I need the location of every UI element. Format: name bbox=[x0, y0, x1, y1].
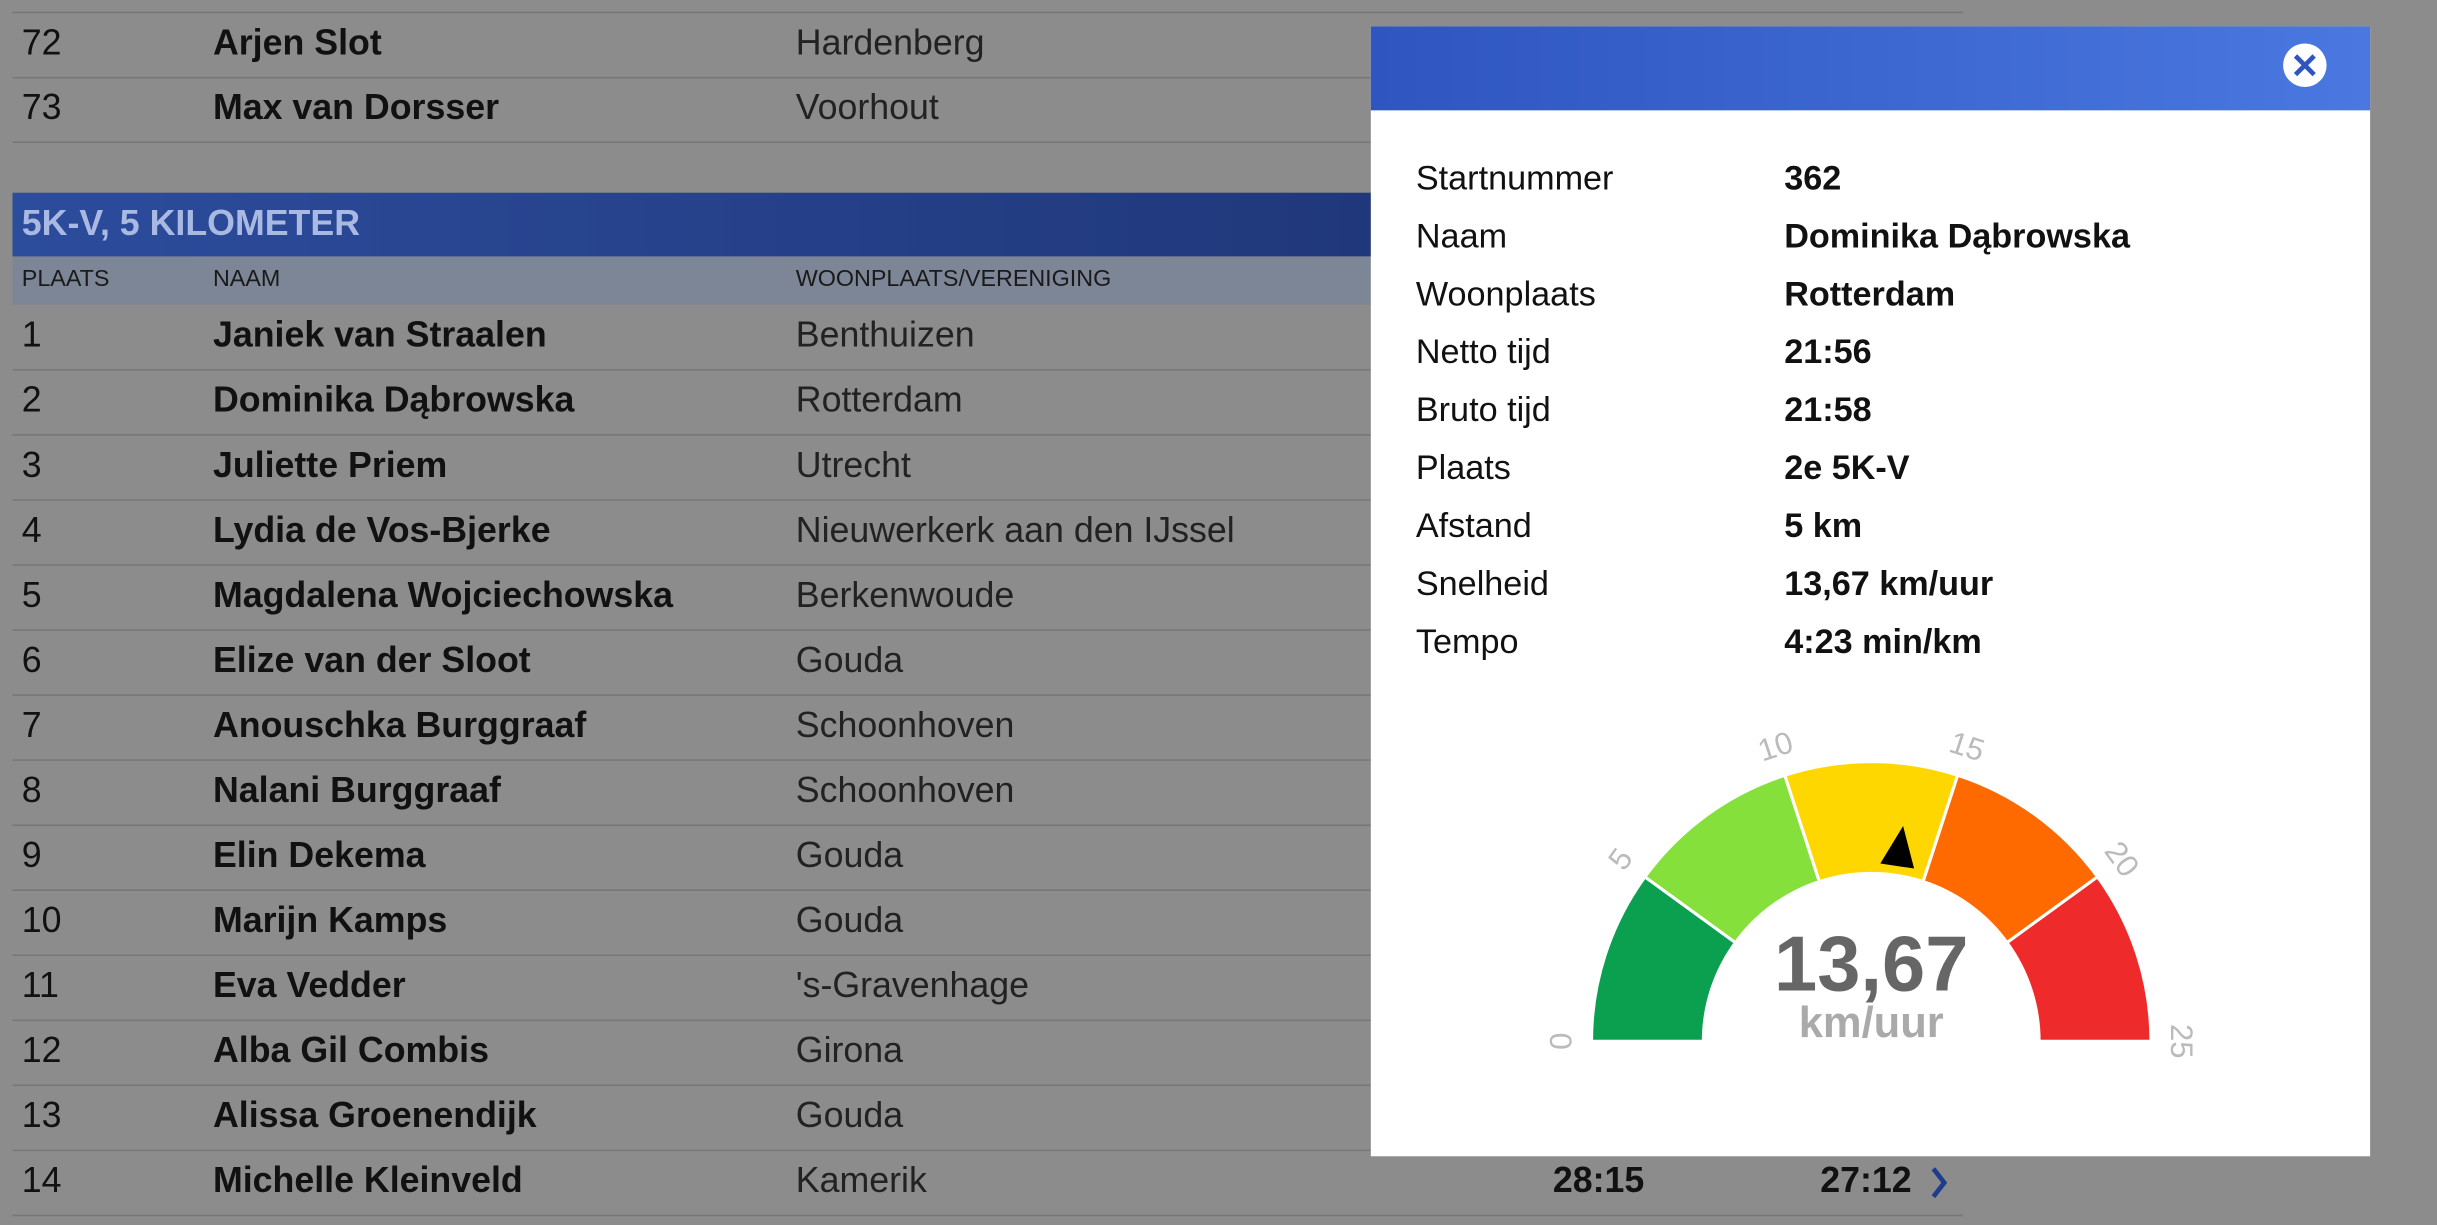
cell: Marijn Kamps bbox=[213, 900, 447, 940]
detail-value: 5 km bbox=[1784, 507, 1862, 545]
gauge-pointer bbox=[1880, 826, 1915, 869]
detail-label: Snelheid bbox=[1416, 565, 1549, 603]
column-label: PLAATS bbox=[22, 265, 110, 291]
cell: 5 bbox=[22, 575, 42, 615]
cell: Magdalena Wojciechowska bbox=[213, 575, 674, 615]
cell: 12 bbox=[22, 1030, 62, 1070]
cell: Lydia de Vos-Bjerke bbox=[213, 510, 551, 550]
cell: Gouda bbox=[796, 640, 903, 680]
close-button[interactable] bbox=[2283, 43, 2327, 88]
cell: 4 bbox=[22, 510, 42, 550]
cell: 73 bbox=[22, 87, 62, 127]
gauge-value: 13,67 bbox=[1774, 921, 1968, 1007]
cell: Arjen Slot bbox=[213, 23, 382, 63]
detail-label: Tempo bbox=[1416, 623, 1519, 661]
cell: Eva Vedder bbox=[213, 965, 406, 1005]
cell: 72 bbox=[22, 23, 62, 63]
detail-label: Woonplaats bbox=[1416, 275, 1596, 313]
cell: Schoonhoven bbox=[796, 705, 1015, 745]
cell: Alissa Groenendijk bbox=[213, 1095, 537, 1135]
detail-label: Bruto tijd bbox=[1416, 391, 1551, 429]
cell: Gouda bbox=[796, 835, 903, 875]
column-label: WOONPLAATS/VERENIGING bbox=[796, 265, 1111, 291]
cell: 13 bbox=[22, 1095, 62, 1135]
detail-value: 21:56 bbox=[1784, 333, 1871, 371]
modal-header bbox=[1370, 26, 2371, 111]
cell: Rotterdam bbox=[796, 380, 963, 420]
cell: Juliette Priem bbox=[213, 445, 447, 485]
cell: Benthuizen bbox=[796, 315, 975, 355]
cell: Gouda bbox=[796, 1095, 903, 1135]
row-chevron[interactable] bbox=[1931, 1167, 1948, 1199]
cell: Voorhout bbox=[796, 87, 939, 127]
details: Startnummer 362 Naam Dominika Dąbrowska Woon… bbox=[1416, 159, 2131, 661]
column-label: NAAM bbox=[213, 265, 280, 291]
gauge-tick-label: 0 bbox=[1544, 1033, 1579, 1050]
cell: Michelle Kleinveld bbox=[213, 1160, 523, 1200]
cell: 3 bbox=[22, 445, 42, 485]
detail-value: 21:58 bbox=[1784, 391, 1871, 429]
cell: 28:15 bbox=[1553, 1160, 1644, 1200]
detail-value: 2e 5K-V bbox=[1784, 449, 1910, 487]
detail-value: 362 bbox=[1784, 159, 1841, 197]
cell: Gouda bbox=[796, 900, 903, 940]
detail-label: Naam bbox=[1416, 217, 1507, 255]
cell: Dominika Dąbrowska bbox=[213, 380, 576, 420]
cell: Nieuwerkerk aan den IJssel bbox=[796, 510, 1235, 550]
detail-value: 13,67 km/uur bbox=[1784, 565, 1993, 603]
cell: 6 bbox=[22, 640, 42, 680]
modal bbox=[1370, 26, 2371, 1157]
cell: Berkenwoude bbox=[796, 575, 1015, 615]
cell: 2 bbox=[22, 380, 42, 420]
cell: 1 bbox=[22, 315, 42, 355]
cell: Janiek van Straalen bbox=[213, 315, 547, 355]
cell: 7 bbox=[22, 705, 42, 745]
gauge-tick-label: 25 bbox=[2164, 1024, 2199, 1059]
gauge-band bbox=[2004, 874, 2153, 1043]
detail-label: Startnummer bbox=[1416, 159, 1614, 197]
cell: 27:12 bbox=[1820, 1160, 1911, 1200]
cell: Kamerik bbox=[796, 1160, 927, 1200]
detail-label: Afstand bbox=[1416, 507, 1532, 545]
cell: Elize van der Sloot bbox=[213, 640, 531, 680]
cell: 14 bbox=[22, 1160, 62, 1200]
detail-value: Rotterdam bbox=[1784, 275, 1955, 313]
cell: Hardenberg bbox=[796, 23, 985, 63]
cell: Elin Dekema bbox=[213, 835, 427, 875]
cell: 9 bbox=[22, 835, 42, 875]
cell: 8 bbox=[22, 770, 42, 810]
cell: Girona bbox=[796, 1030, 903, 1070]
cell: Nalani Burggraaf bbox=[213, 770, 501, 810]
detail-label: Plaats bbox=[1416, 449, 1511, 487]
cell: Schoonhoven bbox=[796, 770, 1015, 810]
cell: 11 bbox=[22, 965, 59, 1005]
cell: Utrecht bbox=[796, 445, 911, 485]
detail-value: 4:23 min/km bbox=[1784, 623, 1982, 661]
cell: 10 bbox=[22, 900, 62, 940]
cell: Alba Gil Combis bbox=[213, 1030, 489, 1070]
cell: 's-Gravenhage bbox=[796, 965, 1029, 1005]
detail-label: Netto tijd bbox=[1416, 333, 1551, 371]
gauge-unit: km/uur bbox=[1799, 999, 1944, 1047]
cell: Max van Dorsser bbox=[213, 87, 499, 127]
detail-value: Dominika Dąbrowska bbox=[1784, 217, 2131, 255]
section-title: 5K-V, 5 KILOMETER bbox=[22, 203, 360, 243]
cell: Anouschka Burggraaf bbox=[213, 705, 586, 745]
